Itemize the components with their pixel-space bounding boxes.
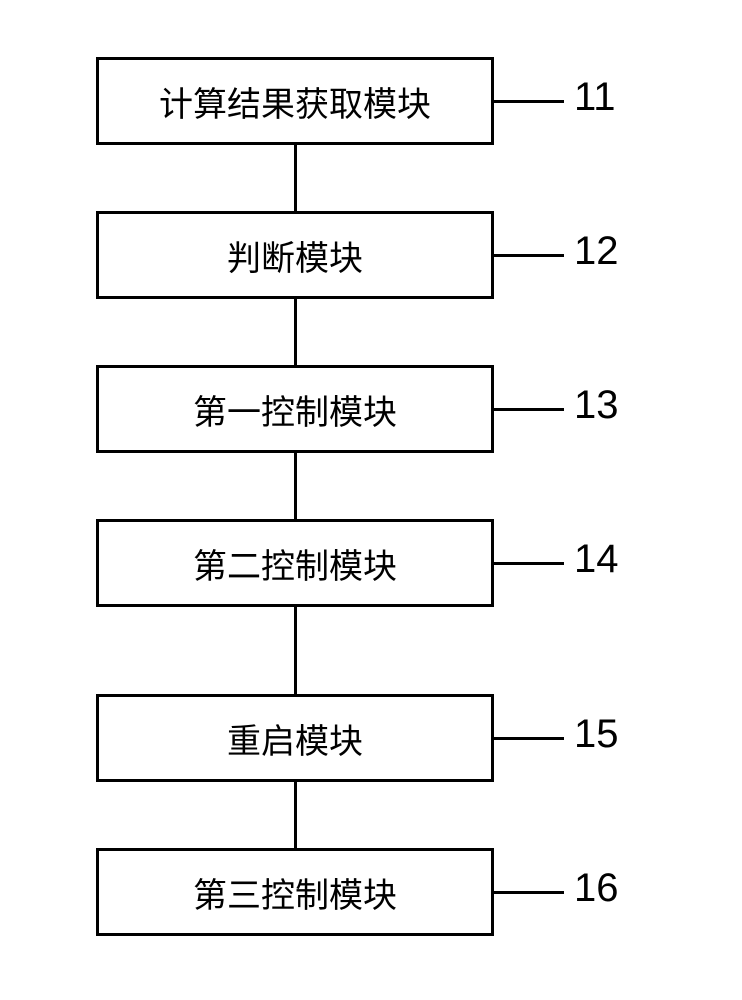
leader-line	[494, 891, 564, 894]
node-number-label: 11	[574, 75, 616, 120]
leader-line	[494, 408, 564, 411]
flow-node-label: 第二控制模块	[193, 539, 397, 588]
node-number-label: 16	[574, 866, 619, 911]
leader-line	[494, 100, 564, 103]
flow-node-label: 计算结果获取模块	[159, 77, 431, 126]
leader-line	[494, 254, 564, 257]
flow-node-label: 判断模块	[227, 231, 363, 280]
node-number-label: 13	[574, 383, 619, 428]
flow-edge	[294, 299, 297, 365]
flow-node: 第二控制模块	[96, 519, 494, 607]
flow-edge	[294, 782, 297, 848]
flow-node: 第三控制模块	[96, 848, 494, 936]
flow-node-label: 重启模块	[227, 714, 363, 763]
flow-node-label: 第一控制模块	[193, 385, 397, 434]
diagram-canvas: 计算结果获取模块 11 判断模块 12 第一控制模块 13 第二控制模块 14 重启模块 15 第三…	[0, 0, 742, 1000]
flow-node: 计算结果获取模块	[96, 57, 494, 145]
node-number-label: 15	[574, 712, 619, 757]
flow-node-label: 第三控制模块	[193, 868, 397, 917]
leader-line	[494, 562, 564, 565]
flow-node: 第一控制模块	[96, 365, 494, 453]
flow-edge	[294, 607, 297, 694]
node-number-label: 12	[574, 229, 619, 274]
flow-edge	[294, 453, 297, 519]
flow-node: 判断模块	[96, 211, 494, 299]
leader-line	[494, 737, 564, 740]
flow-node: 重启模块	[96, 694, 494, 782]
flow-edge	[294, 145, 297, 211]
node-number-label: 14	[574, 537, 619, 582]
